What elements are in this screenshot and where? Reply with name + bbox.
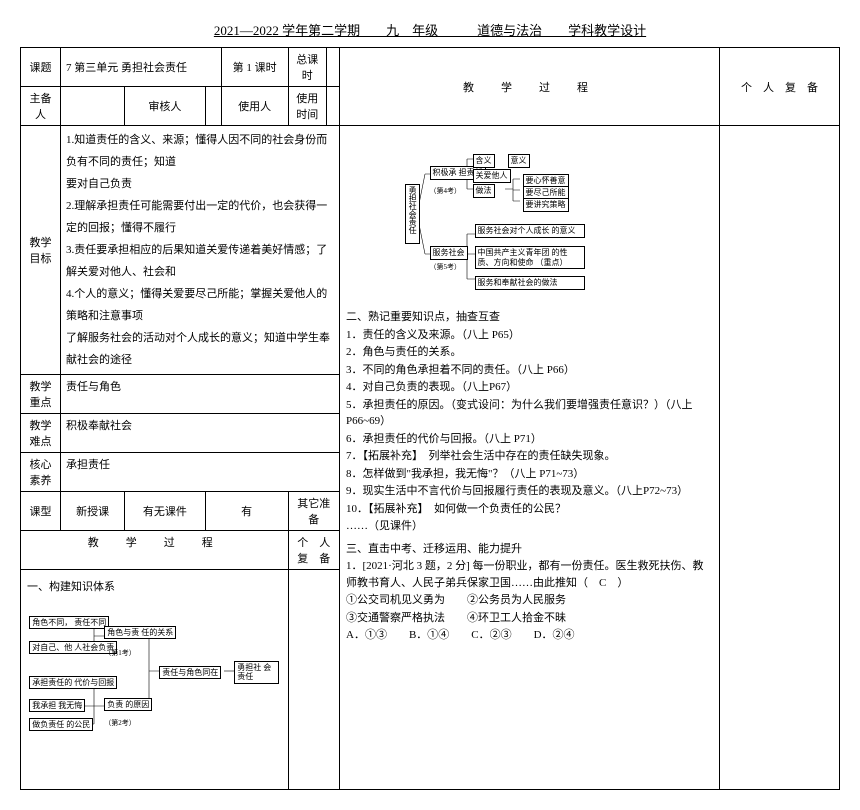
d2-note1: （第4考） — [430, 186, 462, 196]
d1-note2: （第2考） — [104, 718, 136, 728]
d1-b9: 勇担社 会责任 — [234, 661, 279, 684]
difficulty-text: 积极奉献社会 — [61, 414, 340, 453]
topic-value: 7 第三单元 勇担社会责任 — [61, 48, 222, 87]
rp2: 2．角色与责任的关系。 — [346, 344, 713, 361]
rp7: 7．【拓展补充】 列举社会生活中存在的责任缺失现象。 — [346, 448, 713, 465]
sec2-title: 二、熟记重要知识点，抽查互查 — [346, 309, 713, 326]
diagram-1: 角色不同， 责任不同 对自己、他 人社会负责 承担责任的 代价与回报 我承担 我… — [29, 606, 279, 766]
personal-prep-left — [288, 570, 339, 790]
rp9: 9．现实生活中不言代价与回报履行责任的表现及意义。（八上P72~73） — [346, 483, 713, 500]
d1-note1: （第1考） — [104, 648, 136, 658]
d2-b10: 服务社会对个人成长 的意义 — [475, 224, 585, 238]
core-label: 核心素养 — [21, 453, 61, 492]
d1-b7: 负责 的原因 — [104, 698, 152, 712]
d2-b12: 服务和奉献社会的做法 — [475, 276, 585, 290]
courseware-label: 有无课件 — [125, 492, 205, 531]
rp1: 1．责任的含义及来源。（八上 P65） — [346, 327, 713, 344]
goal-3: 3.责任要承担相应的后果知道关爱传递着美好情感；了解关爱对他人、社会和 — [66, 239, 334, 283]
lesson-plan-page: 2021—2022 学年第二学期 九 年级 道德与法治 学科教学设计 课题 7 … — [20, 20, 840, 790]
personal-header-left: 个 人 复 备 — [288, 531, 339, 570]
topic-label: 课题 — [21, 48, 61, 87]
d2-b2: 服务社会 — [430, 246, 468, 260]
new-lesson: 新授课 — [61, 492, 125, 531]
other-prep: 其它准备 — [288, 492, 339, 531]
type-label: 课型 — [21, 492, 61, 531]
d2-b6: 做法 — [473, 184, 495, 198]
d1-b4: 我承担 我无悔 — [29, 699, 85, 713]
process-header-right: 教 学 过 程 — [340, 48, 720, 126]
reviewer-label: 审核人 — [125, 87, 205, 126]
goal-2: 2.理解承担责任可能需要付出一定的代价，也会获得一定的回报；懂得不履行 — [66, 195, 334, 239]
rp10: 10．【拓展补充】 如何做一个负责任的公民？ — [346, 501, 713, 518]
d1-b3: 承担责任的 代价与回报 — [29, 676, 117, 690]
main-table: 课题 7 第三单元 勇担社会责任 第 1 课时 总课时 教 学 过 程 个 人 … — [20, 47, 840, 790]
rp5: 5．承担责任的原因。（变式设问：为什么我们要增强责任意识？）（八上 P66~69… — [346, 397, 713, 430]
courseware: 有 — [205, 492, 288, 531]
d2-b11: 中国共产主义青年团 的性质、方向和使命 （重点） — [475, 246, 585, 269]
right-process-cell: 勇担社会责任 积极承 担责任 服务社会 关爱他人 含义 意义 做法 要心怀善意 … — [340, 126, 720, 790]
q1: 1．[2021·河北 3 题，2 分] 每一份职业，都有一份责任。医生救死扶伤、… — [346, 558, 713, 591]
d2-b3: 关爱他人 — [473, 169, 511, 183]
d2-root: 勇担社会责任 — [405, 184, 421, 244]
personal-header-right: 个 人 复 备 — [720, 48, 840, 126]
goals-label: 教学目标 — [21, 126, 61, 375]
opt1: ①公交司机见义勇为 ②公务员为人民服务 — [346, 592, 713, 609]
total-period-label: 总课时 — [288, 48, 326, 87]
opts: A．①③ B．①④ C．②③ D．②④ — [346, 627, 713, 644]
preparer-label: 主备人 — [21, 87, 61, 126]
d1-b1: 角色不同， 责任不同 — [29, 616, 109, 630]
d2-note2: （第5考） — [430, 262, 462, 272]
opt2: ③交通警察严格执法 ④环卫工人拾金不昧 — [346, 610, 713, 627]
rp4: 4．对自己负责的表现。（八上P67） — [346, 379, 713, 396]
d1-b5: 做负责任 的公民 — [29, 718, 93, 732]
d2-b9: 要讲究策略 — [523, 198, 569, 212]
page-title: 2021—2022 学年第二学期 九 年级 道德与法治 学科教学设计 — [20, 20, 840, 39]
rp3: 3．不同的角色承担着不同的责任。（八上 P66） — [346, 362, 713, 379]
user-label: 使用人 — [221, 87, 288, 126]
use-time-label: 使用时间 — [288, 87, 326, 126]
goal-1: 1.知道责任的含义、来源；懂得人因不同的社会身份而负有不同的责任；知道 — [66, 129, 334, 173]
goal-4: 4.个人的意义；懂得关爱要尽己所能；掌握关爱他人的策略和注意事项 — [66, 283, 334, 327]
goal-5: 了解服务社会的活动对个人成长的意义；知道中学生奉献社会的途径 — [66, 327, 334, 371]
d2-b4: 含义 — [473, 154, 495, 168]
process-header-left: 教 学 过 程 — [21, 531, 289, 570]
d1-b6: 角色与责 任的关系 — [104, 626, 176, 640]
difficulty-label: 教学难点 — [21, 414, 61, 453]
goal-1b: 要对自己负责 — [66, 173, 334, 195]
rp11: ……（见课件） — [346, 518, 713, 535]
core-text: 承担责任 — [61, 453, 340, 492]
focus-label: 教学重点 — [21, 375, 61, 414]
goals-cell: 1.知道责任的含义、来源；懂得人因不同的社会身份而负有不同的责任；知道 要对自己… — [61, 126, 340, 375]
focus-text: 责任与角色 — [61, 375, 340, 414]
left-process-cell: 一、构建知识体系 角色不同， 责任不同 对自己、他 人社会负责 承担责任的 代价… — [21, 570, 289, 790]
personal-prep-right — [720, 126, 840, 790]
section1-title: 一、构建知识体系 — [27, 579, 282, 596]
rp8: 8．怎样做到"我承担，我无悔"？（八上 P71~73） — [346, 466, 713, 483]
d1-b8: 责任与角色同在 — [159, 666, 221, 680]
sec3-title: 三、直击中考、迁移运用、能力提升 — [346, 541, 713, 558]
rp6: 6．承担责任的代价与回报。（八上 P71） — [346, 431, 713, 448]
period-label: 第 1 课时 — [221, 48, 288, 87]
d2-b5: 意义 — [508, 154, 530, 168]
diagram-2: 勇担社会责任 积极承 担责任 服务社会 关爱他人 含义 意义 做法 要心怀善意 … — [405, 144, 655, 299]
